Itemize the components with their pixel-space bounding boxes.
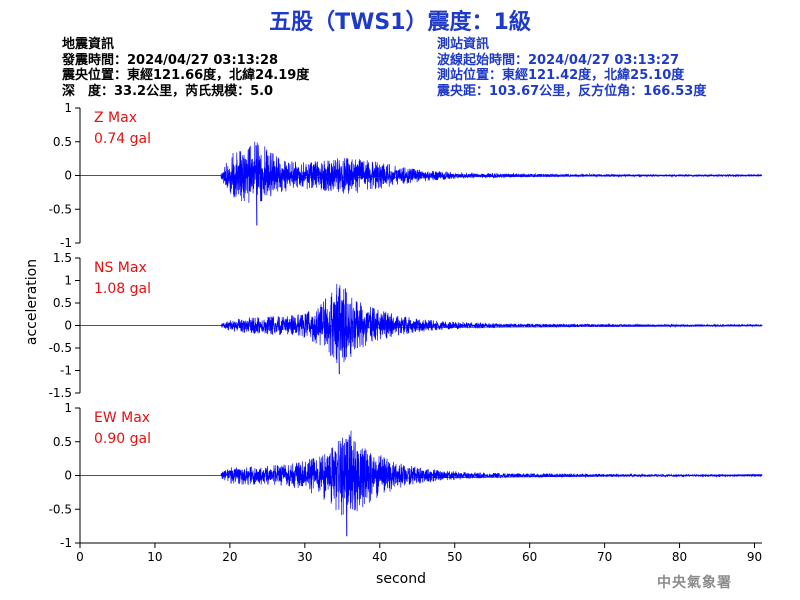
ns-y-tick-label: -1.5 — [49, 386, 72, 400]
station-info: 測站資訊 波線起始時間：2024/04/27 03:13:27 測站位置：東經1… — [437, 37, 706, 99]
epicentral-distance: 震央距：103.67公里，反方位角：166.53度 — [437, 83, 707, 99]
z-y-tick-label: 0.5 — [53, 135, 72, 149]
y-axis-title: acceleration — [24, 258, 40, 346]
x-tick-label: 90 — [747, 550, 762, 564]
chart-title: 五股（TWS1）震度：1級 — [269, 10, 531, 35]
ew-y-tick-label: -0.5 — [49, 502, 72, 516]
z-y-tick-label: 0 — [64, 169, 72, 183]
ns-y-tick-label: -1 — [60, 364, 72, 378]
ns-y-tick-label: -0.5 — [49, 341, 72, 355]
x-tick-label: 80 — [672, 550, 687, 564]
depth-magnitude: 深 度：33.2公里，芮氏規模：5.0 — [62, 83, 274, 99]
z-y-tick-label: -1 — [60, 236, 72, 250]
station-info-heading: 測站資訊 — [437, 37, 490, 52]
ns-peak-spike — [338, 296, 340, 375]
x-tick-label: 0 — [76, 550, 84, 564]
z-y-tick-label: 1 — [64, 101, 72, 115]
station-location: 測站位置：東經121.42度，北緯25.10度 — [437, 68, 685, 83]
z-y-tick-label: -0.5 — [49, 202, 72, 216]
x-tick-label: 30 — [297, 550, 312, 564]
ns-trace — [80, 283, 763, 364]
epicenter-location: 震央位置：東經121.66度，北緯24.19度 — [62, 68, 310, 83]
z-peak-spike — [255, 145, 258, 226]
ew-max-value: 0.90 gal — [94, 431, 151, 447]
ns-y-tick-label: 0 — [64, 319, 72, 333]
z-max-label: Z Max 0.74 gal — [94, 108, 151, 150]
ew-y-tick-label: -1 — [60, 536, 72, 550]
ns-y-tick-label: 1.5 — [53, 251, 72, 265]
ew-y-tick-label: 0.5 — [53, 435, 72, 449]
ew-y-tick-label: 0 — [64, 469, 72, 483]
earthquake-info-heading: 地震資訊 — [62, 37, 115, 52]
z-max-value: 0.74 gal — [94, 131, 151, 147]
x-tick-label: 60 — [522, 550, 537, 564]
ew-y-tick-label: 1 — [64, 401, 72, 415]
origin-time: 發震時間：2024/04/27 03:13:28 — [62, 52, 279, 68]
ew-peak-spike — [345, 439, 348, 537]
ew-max-title: EW Max — [94, 410, 151, 426]
ew-trace — [80, 430, 763, 516]
x-axis-title: second — [376, 571, 426, 587]
z-max-title: Z Max — [94, 110, 137, 126]
earthquake-info: 地震資訊 發震時間：2024/04/27 03:13:28 震央位置：東經121… — [62, 37, 309, 99]
x-tick-label: 70 — [597, 550, 612, 564]
x-tick-label: 20 — [222, 550, 237, 564]
ns-max-value: 1.08 gal — [94, 281, 151, 297]
ew-max-label: EW Max 0.90 gal — [94, 408, 151, 450]
x-tick-label: 40 — [372, 550, 387, 564]
z-trace — [80, 141, 763, 203]
ns-y-tick-label: 1 — [64, 274, 72, 288]
x-tick-label: 50 — [447, 550, 462, 564]
ns-y-tick-label: 0.5 — [53, 296, 72, 310]
ns-max-title: NS Max — [94, 260, 147, 276]
ns-max-label: NS Max 1.08 gal — [94, 258, 151, 300]
agency-credit: 中央氣象署 — [657, 575, 732, 591]
wave-start-time: 波線起始時間：2024/04/27 03:13:27 — [437, 52, 680, 68]
x-tick-label: 10 — [147, 550, 162, 564]
